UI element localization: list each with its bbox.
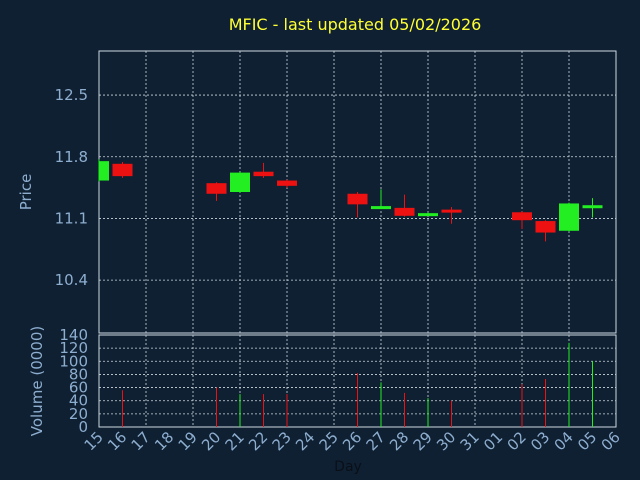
x-tick-label: 16 [104, 428, 130, 454]
x-tick-label: 25 [316, 428, 342, 454]
price-y-tick-labels: 10.4 11.1 11.8 12.5 [55, 86, 88, 289]
candle-body [582, 205, 603, 209]
x-tick-label: 30 [433, 428, 459, 454]
candle [418, 212, 438, 217]
x-tick-label: 24 [292, 428, 318, 454]
candle-body [394, 207, 415, 216]
x-tick-label: 04 [551, 428, 577, 454]
price-y-tick-label: 11.1 [55, 209, 88, 227]
x-tick-label: 31 [457, 428, 483, 454]
volume-y-tick-label: 120 [59, 339, 88, 357]
candle [230, 171, 250, 193]
candle-body [99, 161, 109, 181]
candle [98, 159, 109, 182]
candle [206, 182, 227, 201]
x-tick-label: 20 [198, 428, 224, 454]
candle-body [230, 172, 250, 192]
candle-body [277, 180, 297, 186]
price-y-tick-label: 11.8 [55, 148, 88, 166]
candle-body [512, 212, 532, 221]
candle [535, 220, 556, 242]
volume-y-tick-label: 40 [69, 392, 88, 410]
volume-y-tick-label: 140 [59, 326, 88, 344]
volume-bar-series [122, 342, 593, 427]
x-tick-label: 06 [598, 428, 624, 454]
x-tick-labels: 1516171819202122232425262728293031010203… [81, 428, 624, 454]
volume-y-tick-label: 60 [69, 379, 88, 397]
x-tick-label: 02 [504, 428, 530, 454]
x-tick-label: 05 [574, 428, 600, 454]
x-tick-label: 17 [128, 428, 154, 454]
candlestick-series [98, 159, 603, 242]
candle [512, 211, 532, 230]
candle-body [347, 193, 368, 205]
candle-body [418, 213, 438, 217]
candle [277, 179, 297, 188]
candle-body [112, 163, 133, 177]
candle [347, 192, 368, 218]
volume-y-tick-label: 100 [59, 352, 88, 370]
candle-body [535, 221, 556, 233]
price-panel: 10.4 11.1 11.8 12.5 Price [17, 50, 617, 334]
candle [112, 162, 133, 178]
chart-title: MFIC - last updated 05/02/2026 [229, 15, 482, 34]
candle [441, 206, 462, 224]
candle-body [371, 206, 391, 210]
candle-body [206, 183, 227, 194]
price-y-tick-label: 12.5 [55, 86, 88, 104]
x-tick-label: 28 [386, 428, 412, 454]
volume-y-tick-label: 0 [78, 418, 88, 436]
candle-body [441, 209, 462, 213]
price-axis-label: Price [17, 174, 35, 211]
volume-y-tick-label: 20 [69, 405, 88, 423]
candle [253, 162, 274, 178]
volume-axis-label: Volume (0000) [28, 326, 46, 436]
x-axis-label: Day [334, 459, 362, 475]
x-tick-label: 18 [151, 428, 177, 454]
price-y-tick-label: 10.4 [55, 271, 88, 289]
x-tick-label: 27 [363, 428, 389, 454]
x-tick-label: 21 [222, 428, 248, 454]
candle-body [559, 203, 579, 231]
candle [582, 198, 603, 218]
candle-body [253, 171, 274, 177]
candle [394, 194, 415, 217]
x-tick-label: 26 [339, 428, 365, 454]
x-tick-label: 19 [175, 428, 201, 454]
x-tick-label: 03 [527, 428, 553, 454]
x-tick-label: 22 [245, 428, 271, 454]
volume-y-tick-label: 80 [69, 365, 88, 383]
candle [371, 189, 391, 210]
candle [559, 202, 579, 232]
x-tick-label: 29 [410, 428, 436, 454]
x-tick-label: 01 [480, 428, 506, 454]
x-tick-label: 23 [269, 428, 295, 454]
